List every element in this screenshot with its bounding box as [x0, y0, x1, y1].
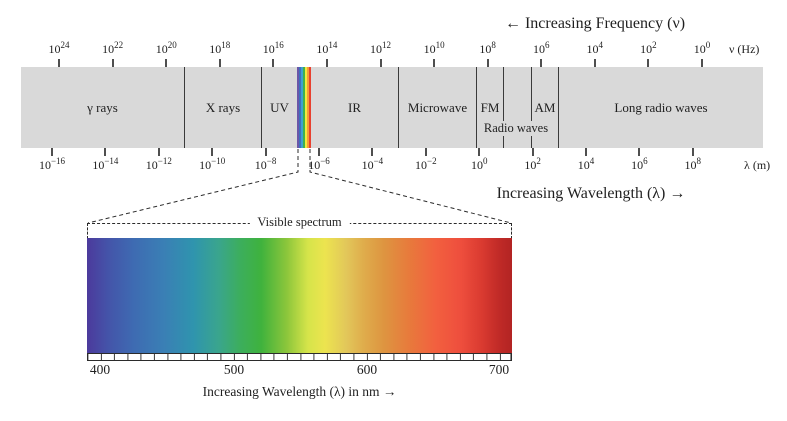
nm-label-700: 700: [488, 362, 510, 377]
radio-waves-label: Radio waves: [479, 121, 553, 136]
frequency-tick-label: 106: [532, 40, 550, 56]
wavelength-tick-label: 100: [470, 156, 488, 172]
frequency-tick: [218, 59, 221, 67]
region-label-ir: IR: [348, 99, 361, 115]
wavelength-tick-label: 10−12: [145, 156, 172, 172]
wavelength-tick-label: 106: [631, 156, 648, 172]
wavelength-tick: [157, 148, 160, 156]
wavelength-tick-label: 10−14: [92, 156, 119, 172]
frequency-tick-label: 108: [479, 40, 496, 56]
wavelength-tick: [371, 148, 374, 156]
frequency-tick-label: 1016: [262, 40, 284, 56]
region-fm: FM: [476, 67, 503, 148]
frequency-tick: [325, 59, 328, 67]
region-ir: IR: [311, 67, 398, 148]
wavelength-tick-label: 108: [684, 156, 702, 172]
frequency-tick: [433, 59, 436, 67]
wavelength-tick: [104, 148, 107, 156]
frequency-tick-label: 100: [693, 40, 711, 56]
wavelength-tick: [531, 148, 534, 156]
visible-spectrum-gradient: [87, 238, 512, 353]
wavelength-tick-label: 10−4: [361, 156, 384, 172]
wavelength-unit-label: λ (m): [744, 158, 771, 172]
wavelength-tick-label: 104: [577, 156, 595, 172]
frequency-unit-label: ν (Hz): [729, 42, 760, 56]
wavelength-tick: [585, 148, 587, 156]
region-label-fm: FM: [480, 99, 500, 115]
frequency-tick-label: 1014: [316, 40, 338, 56]
wavelength-tick: [264, 148, 267, 156]
region-label-microwave: Microwave: [407, 99, 468, 115]
frequency-tick: [540, 59, 543, 67]
wavelength-tick: [318, 148, 320, 156]
frequency-tick: [701, 59, 703, 67]
frequency-tick-label: 1024: [48, 40, 70, 56]
frequency-tick: [272, 59, 275, 67]
wavelength-tick-label: 10−6: [308, 156, 330, 172]
frequency-tick: [111, 59, 114, 67]
increasing-wavelength-label: Increasing Wavelength (λ) →: [496, 185, 686, 202]
nm-caption: Increasing Wavelength (λ) in nm →: [202, 384, 397, 399]
wavelength-tick: [51, 148, 53, 156]
frequency-tick: [647, 59, 650, 67]
wavelength-tick: [638, 148, 641, 156]
region-radio-gap: [503, 67, 531, 148]
frequency-tick-label: 1012: [370, 40, 391, 56]
wavelength-tick: [211, 148, 214, 156]
nm-label-600: 600: [356, 362, 378, 377]
wavelength-tick-label: 10−2: [415, 156, 437, 172]
frequency-tick-label: 104: [586, 40, 604, 56]
region-long-radio-waves: Long radio waves: [558, 67, 763, 148]
spectrum-band: γ rays X rays UV IR Microwave FM AM Long radio …: [21, 67, 763, 148]
visible-spectrum-title: Visible spectrum: [249, 215, 350, 230]
frequency-tick: [165, 59, 168, 67]
wavelength-tick: [691, 148, 694, 156]
frequency-tick-label: 1010: [423, 40, 445, 56]
region-visible-light-strip: [297, 67, 311, 148]
region-label-gamma-rays: γ rays: [87, 99, 118, 115]
frequency-tick-label: 1018: [209, 40, 231, 56]
region-label-am: AM: [534, 99, 556, 115]
wavelength-tick-label: 10−8: [254, 156, 277, 172]
region-label-x-rays: X rays: [205, 99, 241, 115]
region-am: AM: [531, 67, 558, 148]
frequency-tick-label: 1022: [102, 40, 124, 56]
wavelength-tick-label: 10−10: [199, 156, 226, 172]
frequency-tick: [593, 59, 596, 67]
region-gamma-rays: γ rays: [21, 67, 184, 148]
frequency-tick: [486, 59, 489, 67]
region-uv: UV: [261, 67, 297, 148]
region-microwave: Microwave: [398, 67, 476, 148]
nm-label-400: 400: [89, 362, 111, 377]
frequency-tick: [379, 59, 382, 67]
nm-ruler: [87, 353, 512, 361]
frequency-tick: [58, 59, 60, 67]
region-label-uv: UV: [270, 99, 289, 115]
wavelength-tick-label: 10−16: [38, 156, 66, 172]
wavelength-tick-label: 102: [524, 156, 541, 172]
increasing-frequency-label: ← Increasing Frequency (ν): [504, 15, 686, 32]
frequency-tick-label: 102: [640, 40, 657, 56]
visible-spectrum-panel: Visible spectrum 400 500 600 700 Increasing…: [87, 215, 512, 408]
wavelength-tick: [424, 148, 427, 156]
region-label-long-radio-waves: Long radio waves: [614, 99, 708, 115]
frequency-tick-label: 1020: [155, 40, 177, 56]
wavelength-tick: [478, 148, 481, 156]
nm-label-500: 500: [223, 362, 245, 377]
region-x-rays: X rays: [184, 67, 261, 148]
